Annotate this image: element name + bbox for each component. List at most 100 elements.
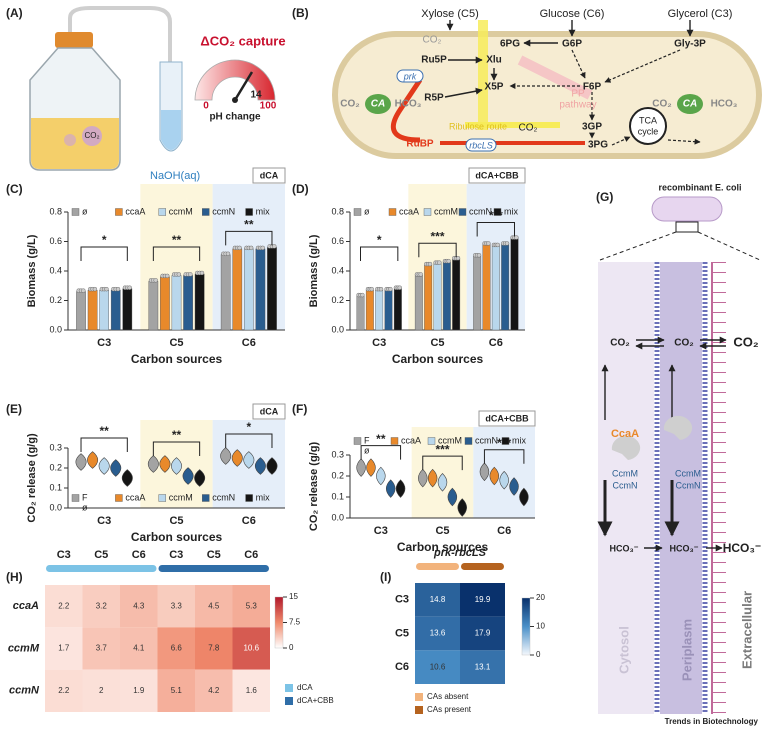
bar	[491, 245, 500, 331]
replicate-dot	[397, 285, 402, 290]
legend-label: ø	[82, 206, 88, 216]
gauge-mid: 14	[250, 90, 262, 101]
cell-label: 2	[99, 686, 104, 695]
enzyme: CcmN	[676, 480, 701, 490]
decor-path	[161, 110, 181, 150]
violin	[437, 473, 448, 492]
decor-rect	[651, 196, 723, 222]
cell-label: 5.1	[171, 686, 183, 695]
violin	[121, 469, 133, 487]
legend-swatch	[115, 494, 123, 502]
group-bar	[158, 565, 269, 572]
legend-label: dCA	[297, 683, 313, 692]
significance: *	[246, 420, 251, 434]
legend-swatch	[353, 437, 362, 445]
heatmap-cell	[157, 627, 195, 670]
bar	[255, 248, 266, 331]
row-label: C6	[395, 661, 409, 673]
bar	[122, 288, 133, 331]
enzyme: CcaA	[611, 428, 639, 440]
significance-bracket	[422, 455, 463, 471]
violin	[87, 451, 99, 469]
legend-swatch	[427, 437, 436, 445]
y-axis-label: CO₂ release (g/g)	[26, 433, 38, 523]
column-label: C5	[94, 549, 108, 561]
replicate-dot	[165, 273, 170, 279]
y-axis-label: Biomass (g/L)	[308, 234, 320, 307]
legend-label: ccmM	[169, 492, 193, 502]
significance-bracket	[80, 246, 128, 261]
replicate-dot	[153, 278, 158, 283]
bar	[482, 244, 491, 331]
tag: dCA+CBB	[485, 413, 529, 423]
violin	[447, 487, 458, 507]
bar	[501, 244, 510, 331]
legend-label: ccmN	[212, 492, 235, 502]
violin	[499, 470, 509, 490]
decor-line	[604, 49, 681, 83]
bar	[87, 289, 98, 331]
replicate-dot	[486, 241, 491, 246]
cell-label: 10.6	[243, 644, 259, 653]
heatmap-cell	[195, 669, 233, 712]
significance-bracket	[225, 230, 273, 246]
bar	[473, 256, 482, 331]
y-tick-label: 0.1	[331, 491, 344, 501]
panel-b: (B) Xylose (C5) Glucose (C6) Glycerol (C…	[292, 6, 762, 159]
decor-circle	[232, 97, 238, 103]
cell-label: 19.9	[475, 595, 491, 604]
heatmap-cell	[195, 585, 233, 628]
cell-title: recombinant E. coli	[658, 182, 741, 192]
enzyme: CA	[371, 99, 385, 110]
violin	[266, 457, 278, 475]
panel-a: (A) CO₂ ΔCO₂ capture 0 14 100 pH change …	[6, 6, 286, 182]
replicate-dot	[272, 244, 277, 249]
legend-swatch	[353, 208, 362, 216]
legend-label: mix	[256, 492, 270, 502]
column-label: C3	[169, 549, 183, 561]
bar	[433, 263, 442, 331]
legend-label: ccmM	[169, 206, 193, 216]
significance-bracket	[225, 433, 273, 448]
violin	[98, 457, 110, 475]
significance-bracket	[483, 449, 525, 464]
x-tick-label: C5	[169, 337, 183, 349]
cell-label: 3.3	[171, 601, 183, 610]
decor-rect	[55, 32, 93, 48]
replicate-dot	[476, 253, 482, 258]
x-axis-label: Carbon sources	[392, 352, 484, 366]
decor-ellipse	[365, 94, 391, 114]
enzyme: CA	[683, 99, 697, 110]
x-tick-label: C3	[97, 515, 111, 527]
x-axis-label: Carbon sources	[131, 530, 223, 544]
significance-bracket	[80, 437, 128, 452]
y-tick-label: 0.3	[331, 449, 344, 459]
metabolite: G6P	[562, 39, 582, 50]
decor-path	[68, 6, 172, 70]
bar	[424, 264, 433, 331]
y-tick-label: 0.0	[331, 324, 344, 334]
legend-label: ccaA	[125, 492, 145, 502]
replicate-dot	[225, 251, 231, 256]
violin	[231, 449, 243, 467]
metabolite: 6PG	[500, 39, 520, 50]
metabolite: F6P	[583, 82, 602, 93]
row-label: C3	[395, 594, 409, 606]
significance: **	[172, 428, 182, 442]
violin	[427, 468, 438, 488]
y-tick-label: 0.8	[49, 206, 62, 216]
heatmap-cell	[232, 627, 270, 670]
heatmap-cell	[232, 669, 270, 712]
tag: dCA	[260, 170, 279, 180]
legend-swatch	[245, 208, 253, 216]
significance: **	[244, 218, 254, 232]
tag: dCA	[260, 406, 279, 416]
legend-swatch	[390, 437, 399, 445]
cell-label: 1.7	[58, 644, 70, 653]
legend-swatch	[158, 208, 167, 216]
panel-label: (E)	[6, 402, 22, 416]
y-tick-label: 0.6	[331, 236, 344, 246]
x-tick-label: C6	[489, 337, 503, 349]
decor-path	[611, 435, 641, 460]
bar	[148, 281, 159, 331]
